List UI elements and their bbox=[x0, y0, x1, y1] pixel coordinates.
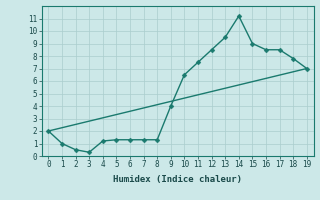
X-axis label: Humidex (Indice chaleur): Humidex (Indice chaleur) bbox=[113, 175, 242, 184]
